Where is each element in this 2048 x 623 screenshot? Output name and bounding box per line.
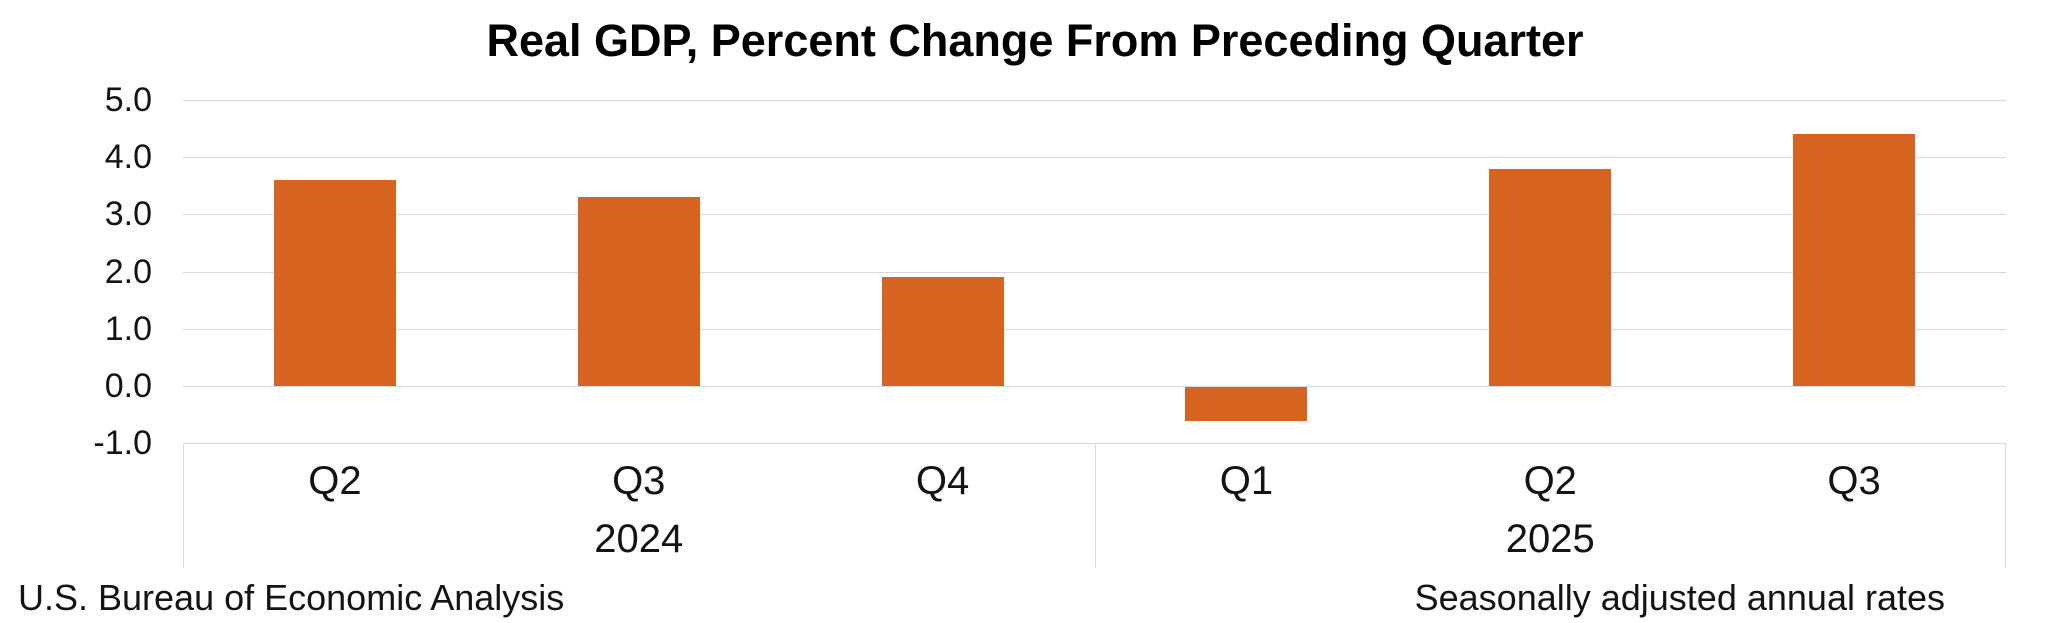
category-axis-area: Q2 Q3 Q4 2024 Q1 Q2 Q3 2025: [183, 443, 2006, 568]
gridline: [183, 328, 2006, 330]
bar-q1-2025: [1185, 386, 1308, 422]
gridline: [183, 100, 2006, 101]
bar-q2-2024: [273, 180, 396, 386]
y-tick-label: 1.0: [104, 309, 152, 348]
bar-q3-2024: [577, 197, 700, 386]
year-label: 2024: [594, 517, 684, 561]
bar-q3-2025: [1793, 134, 1916, 386]
quarter-label: Q3: [612, 459, 666, 503]
gridline: [183, 271, 2006, 273]
category-axis-border: [1094, 443, 1096, 568]
y-tick-label: 0.0: [104, 366, 152, 405]
y-tick-label: 5.0: [104, 81, 152, 119]
quarter-label: Q1: [1219, 459, 1274, 503]
bar-q2-2025: [1489, 168, 1612, 386]
gridline: [183, 385, 2006, 387]
year-label: 2025: [1505, 517, 1595, 561]
gridline: [183, 157, 2006, 159]
y-tick-label: 4.0: [104, 138, 152, 177]
plot-area: [183, 100, 2006, 444]
adjustment-note: Seasonally adjusted annual rates: [1414, 577, 1945, 618]
chart-title: Real GDP, Percent Change From Preceding …: [486, 15, 1584, 66]
y-tick-label: 3.0: [104, 195, 152, 234]
quarter-label: Q3: [1827, 459, 1881, 503]
gridline: [183, 214, 2006, 216]
category-axis-border: [2005, 443, 2006, 568]
category-axis-border: [183, 443, 184, 568]
bar-q4-2024: [881, 277, 1004, 386]
source-note: U.S. Bureau of Economic Analysis: [18, 577, 565, 618]
quarter-label: Q2: [308, 459, 362, 503]
quarter-label: Q4: [915, 459, 970, 503]
y-tick-label: 2.0: [104, 252, 152, 291]
quarter-label: Q2: [1523, 459, 1577, 503]
y-tick-label: -1.0: [93, 424, 152, 462]
